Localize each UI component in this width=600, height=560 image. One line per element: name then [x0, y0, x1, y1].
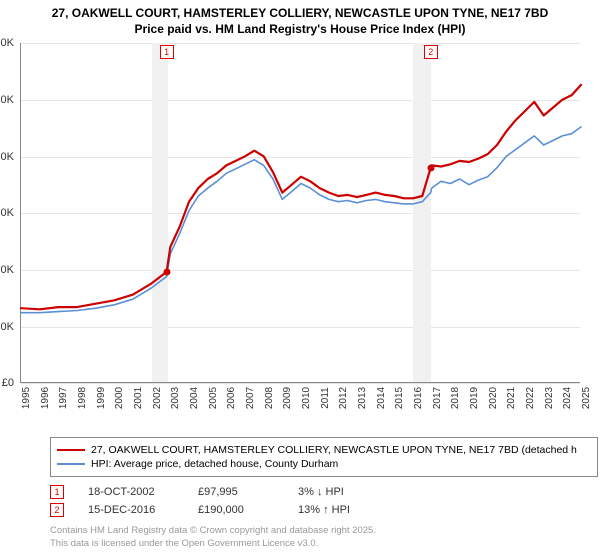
- x-tick-label: 2003: [170, 387, 181, 409]
- x-tick-label: 1996: [40, 387, 51, 409]
- x-tick-label: 2011: [320, 387, 331, 409]
- sale-point: [427, 164, 434, 171]
- x-tick-label: 2002: [152, 387, 163, 409]
- x-tick-label: 2015: [394, 387, 405, 409]
- x-tick-label: 2005: [208, 387, 219, 409]
- plot-area: 1995199619971998199920002001200220032004…: [20, 43, 580, 383]
- chart-title: 27, OAKWELL COURT, HAMSTERLEY COLLIERY, …: [10, 6, 590, 37]
- y-tick-label: £200K: [0, 151, 14, 163]
- license-text: Contains HM Land Registry data © Crown c…: [50, 525, 590, 550]
- x-tick-label: 2008: [264, 387, 275, 409]
- x-tick-label: 2019: [469, 387, 480, 409]
- legend-row: 27, OAKWELL COURT, HAMSTERLEY COLLIERY, …: [57, 444, 591, 456]
- detail-price: £190,000: [198, 504, 298, 516]
- detail-change: 3% ↓ HPI: [298, 486, 418, 498]
- series-hpi: [21, 127, 581, 313]
- sale-point: [163, 269, 170, 276]
- x-tick-label: 2021: [506, 387, 517, 409]
- detail-date: 18-OCT-2002: [88, 486, 198, 498]
- x-tick-label: 2017: [432, 387, 443, 409]
- detail-marker: 2: [50, 503, 64, 517]
- x-axis-labels: 1995199619971998199920002001200220032004…: [21, 384, 580, 400]
- legend-row: HPI: Average price, detached house, Coun…: [57, 458, 591, 470]
- y-tick-label: £100K: [0, 264, 14, 276]
- legend-swatch: [57, 463, 85, 465]
- x-tick-label: 2022: [525, 387, 536, 409]
- x-tick-label: 1999: [96, 387, 107, 409]
- x-tick-label: 2000: [114, 387, 125, 409]
- detail-price: £97,995: [198, 486, 298, 498]
- legend-label: 27, OAKWELL COURT, HAMSTERLEY COLLIERY, …: [91, 444, 577, 456]
- x-tick-label: 2004: [189, 387, 200, 409]
- y-tick-label: £50K: [0, 321, 14, 333]
- x-tick-label: 1995: [21, 387, 32, 409]
- x-tick-label: 2016: [413, 387, 424, 409]
- x-tick-label: 2012: [338, 387, 349, 409]
- sale-marker-1: 1: [160, 45, 174, 59]
- sale-detail-rows: 1 18-OCT-2002£97,9953% ↓ HPI 2 15-DEC-2016£…: [50, 485, 590, 517]
- title-line-2: Price paid vs. HM Land Registry's House …: [10, 22, 590, 38]
- y-tick-label: £300K: [0, 37, 14, 49]
- y-tick-label: £0: [2, 377, 14, 389]
- y-tick-label: £250K: [0, 94, 14, 106]
- x-tick-label: 1997: [58, 387, 69, 409]
- detail-marker: 1: [50, 485, 64, 499]
- detail-row: 1 18-OCT-2002£97,9953% ↓ HPI: [50, 485, 590, 499]
- x-tick-label: 2013: [357, 387, 368, 409]
- license-line-1: Contains HM Land Registry data © Crown c…: [50, 525, 590, 537]
- x-tick-label: 2025: [581, 387, 592, 409]
- x-tick-label: 2018: [450, 387, 461, 409]
- x-tick-label: 2006: [226, 387, 237, 409]
- legend-label: HPI: Average price, detached house, Coun…: [91, 458, 338, 470]
- chart-area: £0£50K£100K£150K£200K£250K£300K 19951996…: [20, 43, 580, 403]
- series-price_paid: [21, 85, 581, 309]
- line-series-svg: [21, 43, 581, 383]
- x-tick-label: 2024: [562, 387, 573, 409]
- x-tick-label: 2014: [376, 387, 387, 409]
- detail-date: 15-DEC-2016: [88, 504, 198, 516]
- y-axis-labels: £0£50K£100K£150K£200K£250K£300K: [0, 43, 18, 383]
- x-tick-label: 1998: [77, 387, 88, 409]
- detail-row: 2 15-DEC-2016£190,00013% ↑ HPI: [50, 503, 590, 517]
- license-line-2: This data is licensed under the Open Gov…: [50, 538, 590, 550]
- detail-change: 13% ↑ HPI: [298, 504, 418, 516]
- x-tick-label: 2001: [133, 387, 144, 409]
- x-tick-label: 2009: [282, 387, 293, 409]
- x-tick-label: 2010: [301, 387, 312, 409]
- x-tick-label: 2020: [488, 387, 499, 409]
- legend-swatch: [57, 449, 85, 451]
- x-tick-label: 2007: [245, 387, 256, 409]
- sale-marker-2: 2: [424, 45, 438, 59]
- title-line-1: 27, OAKWELL COURT, HAMSTERLEY COLLIERY, …: [10, 6, 590, 22]
- x-tick-label: 2023: [544, 387, 555, 409]
- chart-legend: 27, OAKWELL COURT, HAMSTERLEY COLLIERY, …: [50, 437, 598, 477]
- y-tick-label: £150K: [0, 207, 14, 219]
